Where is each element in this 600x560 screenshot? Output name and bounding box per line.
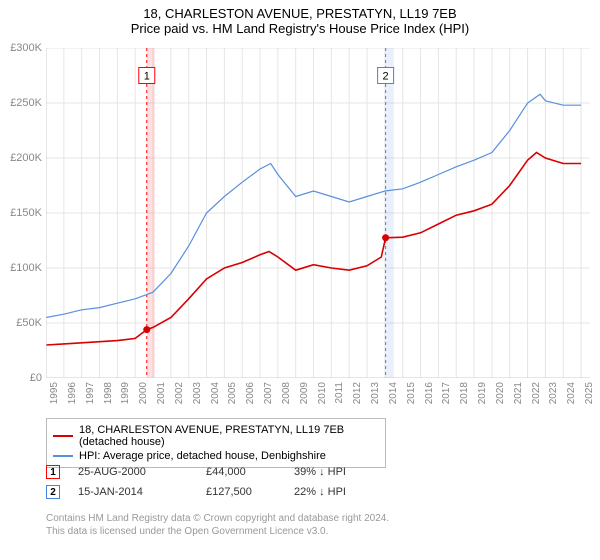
footer-line1: Contains HM Land Registry data © Crown c… xyxy=(46,512,389,525)
x-tick-label: 2022 xyxy=(531,382,542,404)
x-tick-label: 2007 xyxy=(263,382,274,404)
event-date: 15-JAN-2014 xyxy=(78,486,188,498)
chart-container: 18, CHARLESTON AVENUE, PRESTATYN, LL19 7… xyxy=(0,0,600,560)
title-line2: Price paid vs. HM Land Registry's House … xyxy=(10,21,590,36)
x-tick-label: 2006 xyxy=(245,382,256,404)
x-tick-label: 2017 xyxy=(441,382,452,404)
x-tick-label: 2016 xyxy=(424,382,435,404)
events-table: 1 25-AUG-2000 £44,000 39% ↓ HPI 2 15-JAN-2014… xyxy=(46,462,346,502)
title-block: 18, CHARLESTON AVENUE, PRESTATYN, LL19 7… xyxy=(0,0,600,38)
legend-row: 18, CHARLESTON AVENUE, PRESTATYN, LL19 7… xyxy=(53,423,379,449)
event-marker: 2 xyxy=(46,485,60,499)
x-tick-label: 2012 xyxy=(352,382,363,404)
plot-svg: 12 xyxy=(46,48,590,378)
x-tick-label: 2015 xyxy=(406,382,417,404)
x-tick-label: 1997 xyxy=(85,382,96,404)
event-date: 25-AUG-2000 xyxy=(78,466,188,478)
y-tick-label: £50K xyxy=(16,317,42,329)
legend-swatch xyxy=(53,435,73,437)
y-tick-label: £100K xyxy=(10,262,42,274)
y-tick-label: £150K xyxy=(10,207,42,219)
x-tick-label: 2010 xyxy=(317,382,328,404)
x-tick-label: 1999 xyxy=(120,382,131,404)
y-tick-label: £250K xyxy=(10,97,42,109)
x-tick-label: 2020 xyxy=(495,382,506,404)
x-tick-label: 2005 xyxy=(227,382,238,404)
x-tick-label: 2019 xyxy=(477,382,488,404)
x-tick-label: 2011 xyxy=(334,382,345,404)
legend-row: HPI: Average price, detached house, Denb… xyxy=(53,449,379,463)
legend-swatch xyxy=(53,455,73,457)
x-axis: 1995 1996 1997 1998 1999 2000 2001 2002 2003 2004… xyxy=(46,380,590,420)
x-tick-label: 2024 xyxy=(566,382,577,404)
y-tick-label: £200K xyxy=(10,152,42,164)
x-tick-label: 2018 xyxy=(459,382,470,404)
event-price: £127,500 xyxy=(206,486,276,498)
event-delta: 22% ↓ HPI xyxy=(294,486,346,498)
legend-label: 18, CHARLESTON AVENUE, PRESTATYN, LL19 7… xyxy=(79,424,379,448)
chart-area: 12 xyxy=(46,48,590,378)
y-tick-label: £0 xyxy=(30,372,42,384)
x-tick-label: 2021 xyxy=(513,382,524,404)
event-delta: 39% ↓ HPI xyxy=(294,466,346,478)
x-tick-label: 1995 xyxy=(49,382,60,404)
event-row: 1 25-AUG-2000 £44,000 39% ↓ HPI xyxy=(46,462,346,482)
x-tick-label: 2023 xyxy=(548,382,559,404)
legend-label: HPI: Average price, detached house, Denb… xyxy=(79,450,326,462)
x-tick-label: 2004 xyxy=(210,382,221,404)
x-tick-label: 1996 xyxy=(67,382,78,404)
x-tick-label: 2003 xyxy=(192,382,203,404)
svg-text:2: 2 xyxy=(383,71,389,83)
x-tick-label: 2001 xyxy=(156,382,167,404)
footer-line2: This data is licensed under the Open Gov… xyxy=(46,525,389,538)
x-tick-label: 2014 xyxy=(388,382,399,404)
svg-text:1: 1 xyxy=(144,71,150,83)
x-tick-label: 1998 xyxy=(103,382,114,404)
x-tick-label: 2025 xyxy=(584,382,595,404)
event-row: 2 15-JAN-2014 £127,500 22% ↓ HPI xyxy=(46,482,346,502)
event-marker: 1 xyxy=(46,465,60,479)
x-tick-label: 2008 xyxy=(281,382,292,404)
x-tick-label: 2009 xyxy=(299,382,310,404)
footer: Contains HM Land Registry data © Crown c… xyxy=(46,512,389,538)
y-axis: £0£50K£100K£150K£200K£250K£300K xyxy=(0,48,44,378)
event-price: £44,000 xyxy=(206,466,276,478)
legend: 18, CHARLESTON AVENUE, PRESTATYN, LL19 7… xyxy=(46,418,386,468)
x-tick-label: 2000 xyxy=(138,382,149,404)
x-tick-label: 2002 xyxy=(174,382,185,404)
x-tick-label: 2013 xyxy=(370,382,381,404)
y-tick-label: £300K xyxy=(10,42,42,54)
title-line1: 18, CHARLESTON AVENUE, PRESTATYN, LL19 7… xyxy=(10,6,590,21)
